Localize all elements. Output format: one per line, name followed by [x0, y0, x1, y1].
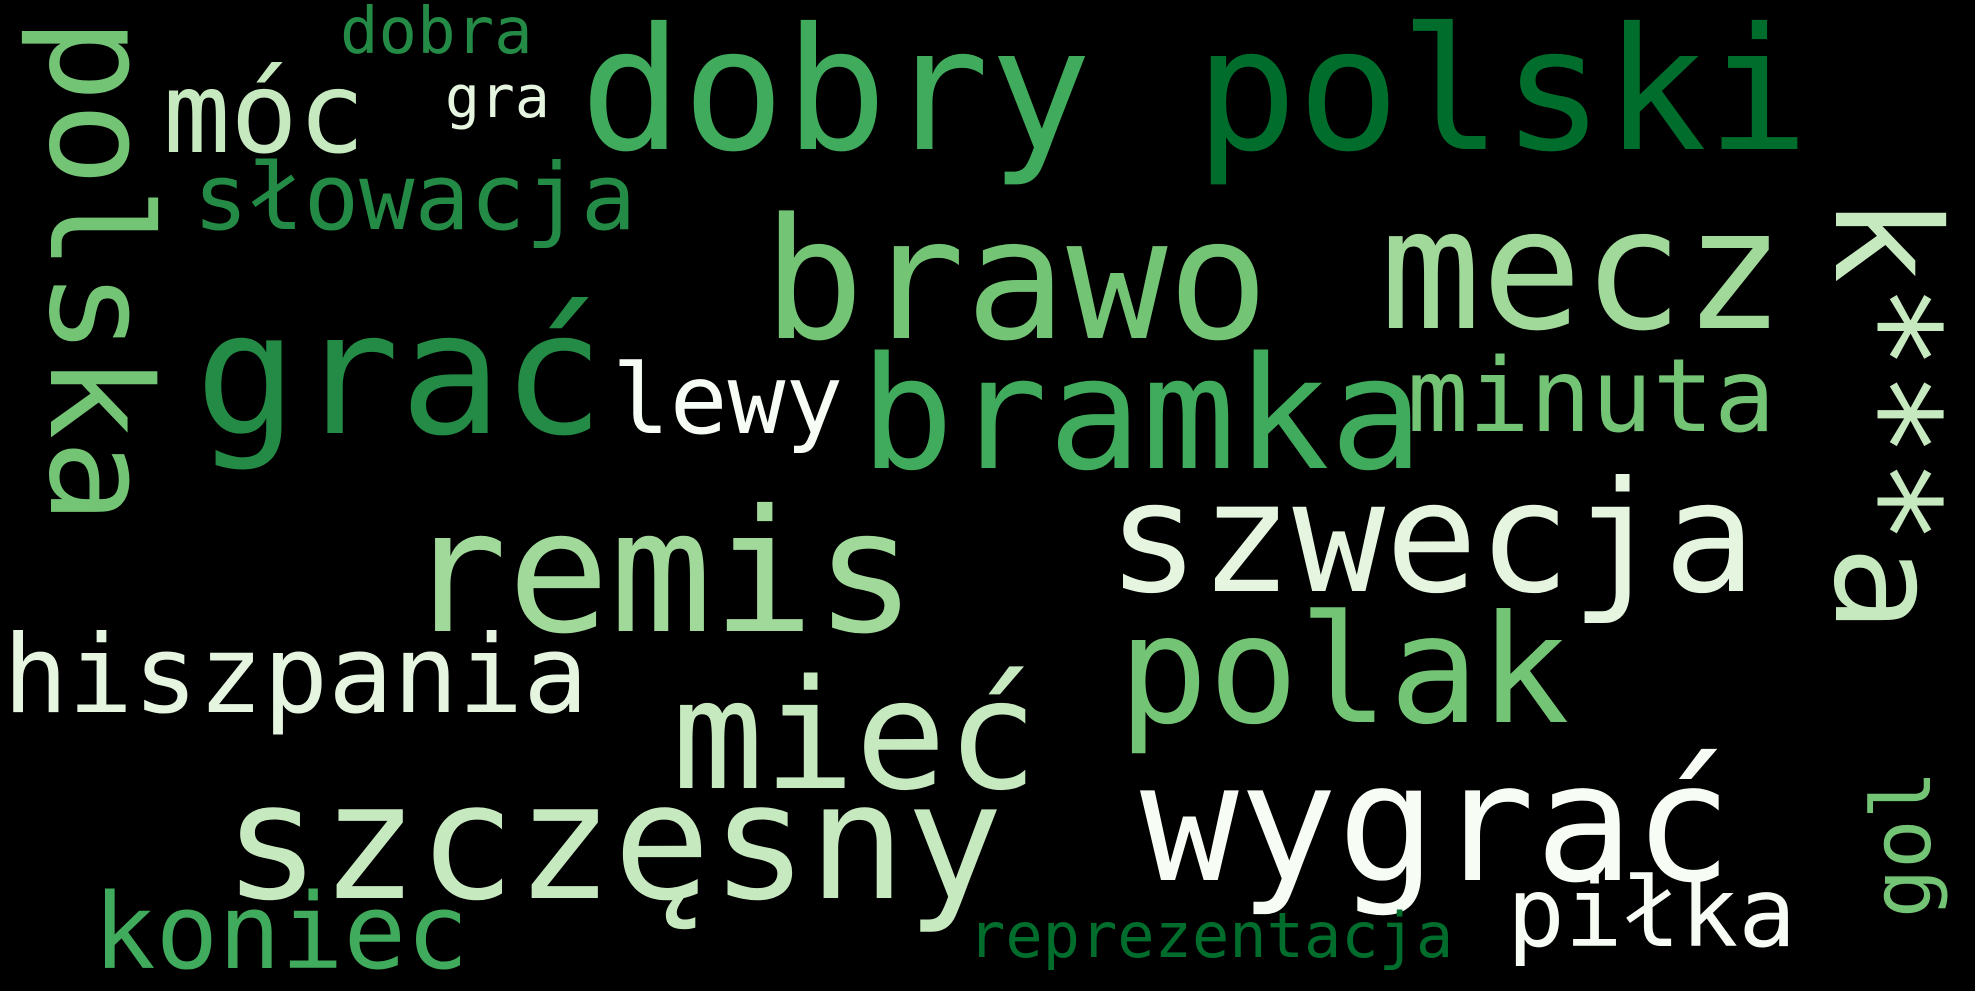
word-dobry: dobry — [580, 0, 1092, 190]
word-pilka: piłka — [1507, 857, 1796, 969]
word-gol: gol — [1855, 770, 1950, 919]
word-moc: móc — [163, 49, 366, 179]
word-remis: remis — [405, 474, 917, 672]
word-grac: grać — [195, 276, 605, 474]
word-slowacja: słowacja — [193, 144, 637, 251]
word-hiszpania: hiszpania — [3, 613, 589, 738]
word-wygrac: wygrać — [1140, 728, 1733, 919]
word-reprezentacja: reprezentacja — [968, 899, 1454, 972]
word-kurwa: k***a — [1801, 196, 1970, 633]
word-mecz: mecz — [1380, 172, 1785, 368]
word-bramka: bramka — [860, 323, 1424, 505]
word-lewy: lewy — [612, 344, 844, 456]
word-brawo: brawo — [763, 182, 1269, 378]
word-koniec: koniec — [93, 871, 469, 991]
word-szwecja: szwecja — [1107, 449, 1757, 628]
word-dobra: dobra — [340, 0, 533, 69]
word-polski: polski — [1195, 0, 1810, 190]
word-miec: mieć — [672, 647, 1039, 824]
word-polska: polska — [17, 18, 180, 524]
word-minuta: minuta — [1407, 337, 1776, 456]
word-gra: gra — [445, 63, 550, 131]
word-szczesny: szczęsny — [223, 749, 1004, 937]
word-polak: polak — [1118, 584, 1570, 758]
